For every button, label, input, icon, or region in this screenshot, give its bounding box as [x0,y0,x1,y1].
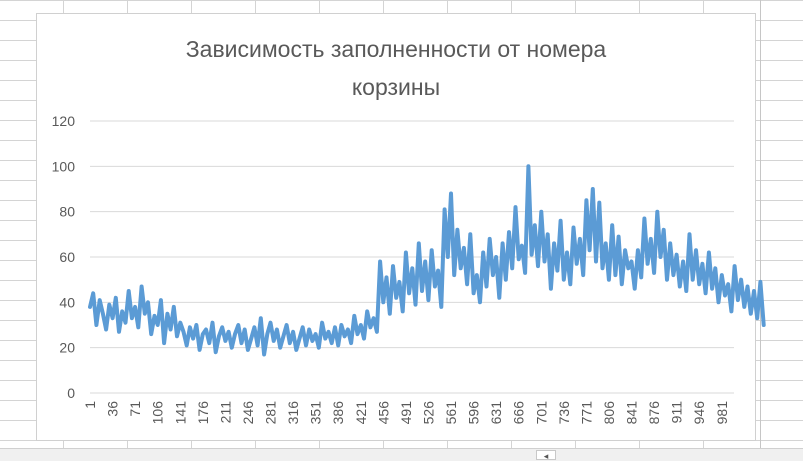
x-tick-label: 106 [150,401,166,425]
x-tick-label: 561 [443,401,459,425]
x-tick-label: 71 [127,401,143,417]
x-tick-label: 841 [624,401,640,425]
chart-title: Зависимость заполненности от номера корз… [36,30,756,106]
x-tick-label: 211 [217,401,233,424]
x-tick-label: 421 [353,401,369,425]
y-axis-tick-labels: 0 20 40 60 80 100 120 [52,113,76,401]
x-tick-label: 946 [691,401,707,425]
horizontal-scrollbar[interactable] [0,448,803,461]
x-tick-label: 176 [195,401,211,425]
x-tick-label: 666 [511,401,527,425]
series-layer [88,164,766,357]
x-tick-label: 351 [308,401,324,425]
x-tick-label: 596 [466,401,482,425]
x-tick-label: 771 [578,401,594,425]
spreadsheet-column-strip [760,0,803,460]
x-tick-label: 281 [263,401,279,425]
chart-area[interactable] [36,13,756,441]
x-tick-label: 456 [375,401,391,425]
x-tick-label: 736 [556,401,572,425]
x-tick-label: 491 [398,401,414,425]
x-tick-label: 631 [488,401,504,425]
y-tick-label: 60 [59,249,75,265]
x-tick-label: 1 [82,401,98,409]
x-tick-label: 141 [172,401,188,425]
x-tick-label: 876 [646,401,662,425]
y-tick-label: 40 [59,294,75,310]
chart-title-line-2: корзины [351,74,441,100]
series-line-0[interactable] [88,164,766,357]
chart-title-line-1: Зависимость заполненности от номера [185,36,607,62]
y-tick-label: 100 [52,158,76,174]
y-tick-label: 120 [52,113,76,129]
x-tick-label: 36 [105,401,121,417]
x-tick-label: 386 [330,401,346,425]
scroll-left-arrow-icon[interactable]: ◂ [536,450,556,461]
x-tick-label: 701 [533,401,549,425]
gridlines [90,120,734,394]
x-tick-label: 526 [420,401,436,425]
x-axis-tick-labels: 1 36 71 106 141 176 211 246 281 316 351 386 421 456 49… [82,401,730,425]
x-tick-label: 316 [285,401,301,425]
x-tick-label: 246 [240,401,256,425]
x-tick-label: 911 [669,401,685,424]
x-tick-label: 806 [601,401,617,425]
x-tick-label: 981 [714,401,730,425]
y-tick-label: 80 [59,204,75,220]
y-tick-label: 20 [59,340,75,356]
y-tick-label: 0 [67,385,75,401]
